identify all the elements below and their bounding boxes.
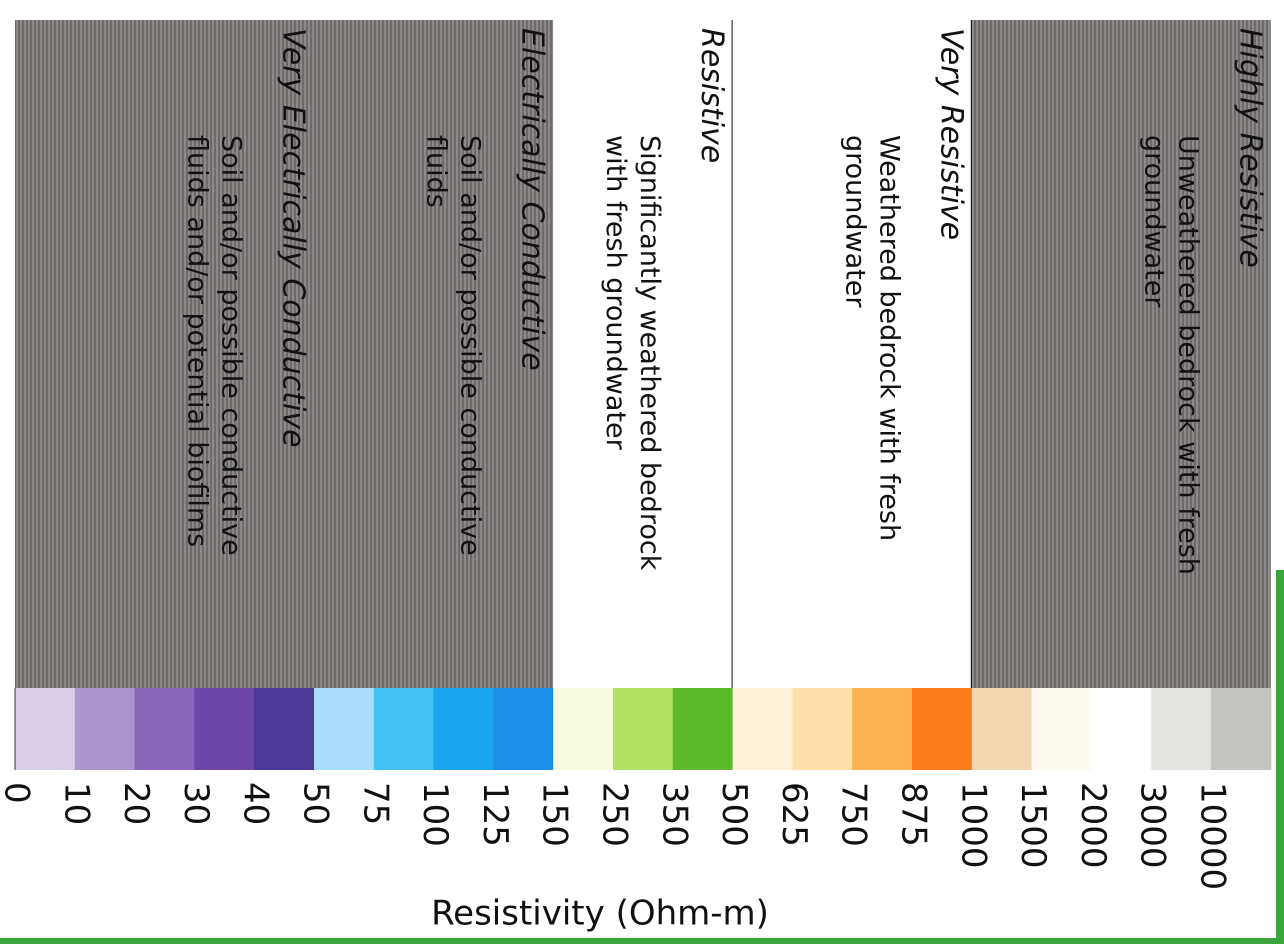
band-heading: Very Resistive xyxy=(933,28,968,240)
color-swatch xyxy=(553,688,614,770)
band-heading: Highly Resistive xyxy=(1232,28,1267,268)
band xyxy=(553,20,733,688)
tick-label: 875 xyxy=(894,782,934,847)
tick-label: 250 xyxy=(595,782,635,847)
axis-label: Resistivity (Ohm-m) xyxy=(431,894,769,934)
band-description: Soil and/or possible conductive xyxy=(455,135,486,556)
color-swatch xyxy=(852,688,913,770)
tick-label: 10 xyxy=(56,782,96,825)
shaded-band xyxy=(971,20,1271,688)
tick-label: 150 xyxy=(535,782,575,847)
color-swatch xyxy=(1091,688,1152,770)
tick-label: 0 xyxy=(0,782,37,804)
tick-label: 10000 xyxy=(1193,782,1233,890)
band-description: fluids xyxy=(421,135,452,208)
color-swatch xyxy=(732,688,793,770)
tick-label: 75 xyxy=(355,782,395,825)
color-swatch xyxy=(1211,688,1272,770)
color-swatch xyxy=(613,688,674,770)
tick-label: 350 xyxy=(654,782,694,847)
color-swatch xyxy=(373,688,435,770)
tick-label: 30 xyxy=(176,782,216,825)
tick-label: 2000 xyxy=(1073,782,1113,869)
shaded-band xyxy=(314,20,554,688)
tick-label: 500 xyxy=(714,782,754,847)
tick-label: 750 xyxy=(834,782,874,847)
shaded-band xyxy=(15,20,314,688)
band-description: Unweathered bedrock with fresh xyxy=(1172,135,1203,575)
edge-decoration xyxy=(1276,570,1284,944)
tick-label: 1500 xyxy=(1013,782,1053,869)
color-swatch xyxy=(74,688,136,770)
tick-label: 100 xyxy=(415,782,455,847)
color-swatch xyxy=(672,688,734,770)
tick-label: 20 xyxy=(116,782,156,825)
edge-decoration xyxy=(0,938,1284,944)
color-swatch xyxy=(314,688,375,770)
band-heading: Resistive xyxy=(694,28,729,163)
tick-label: 625 xyxy=(774,782,814,847)
color-swatch xyxy=(15,688,76,770)
tick-label: 3000 xyxy=(1133,782,1173,869)
band-description: Significantly weathered bedrock xyxy=(634,135,665,571)
color-swatch xyxy=(134,688,195,770)
band-description: with fresh groundwater xyxy=(600,135,631,451)
band xyxy=(732,20,972,688)
band-description: groundwater xyxy=(839,135,870,308)
color-swatch xyxy=(792,688,853,770)
band-description: Weathered bedrock with fresh xyxy=(873,135,904,541)
color-swatch xyxy=(254,688,315,770)
band-description: Soil and/or possible conductive xyxy=(216,135,247,556)
band-heading: Very Electrically Conductive xyxy=(276,28,311,448)
color-swatch xyxy=(971,688,1033,770)
tick-label: 50 xyxy=(296,782,336,825)
color-swatch xyxy=(912,688,973,770)
color-swatch xyxy=(433,688,494,770)
color-swatch xyxy=(1031,688,1092,770)
band-description: groundwater xyxy=(1138,135,1169,308)
band-heading: Electrically Conductive xyxy=(515,28,550,371)
tick-label: 40 xyxy=(236,782,276,825)
color-swatch xyxy=(194,688,255,770)
tick-label: 1000 xyxy=(953,782,993,869)
band-description: fluids and/or potential biofilms xyxy=(182,135,213,547)
tick-label: 125 xyxy=(475,782,515,847)
color-swatch xyxy=(493,688,554,770)
color-swatch xyxy=(1151,688,1212,770)
